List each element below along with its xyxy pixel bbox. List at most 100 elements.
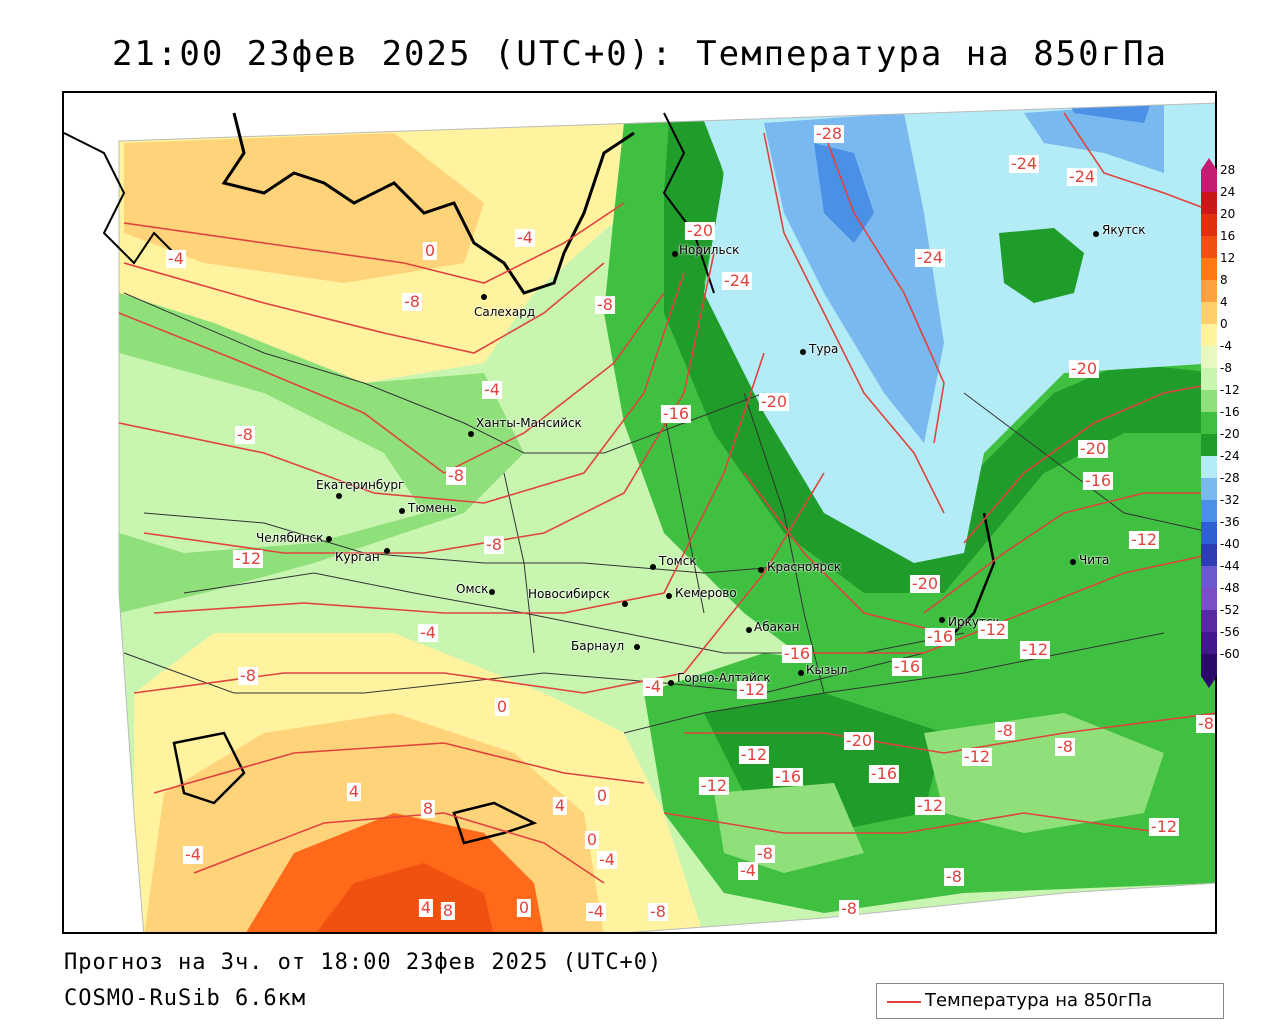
legend: Температура на 850гПа: [876, 983, 1224, 1019]
isoline-label: 8: [420, 799, 436, 818]
scale-tick-label: -16: [1220, 405, 1240, 419]
isoline-label: 4: [552, 796, 568, 815]
isoline-label: -16: [1082, 471, 1114, 490]
isoline-label: -4: [418, 623, 438, 642]
scale-swatch: [1201, 610, 1217, 633]
scale-swatch: [1201, 258, 1217, 281]
scale-swatch: [1201, 324, 1217, 347]
scale-tick-label: -32: [1220, 493, 1240, 507]
city-label-novosibirsk: Новосибирск: [528, 587, 610, 601]
scale-tick-label: 20: [1220, 207, 1236, 221]
scale-swatch: [1201, 478, 1217, 501]
isoline-label: -16: [781, 644, 813, 663]
scale-tick-label: -44: [1220, 559, 1240, 573]
city-dot: [672, 251, 678, 257]
isoline-label: -8: [484, 535, 504, 554]
temperature-map: Норильск Якутск Салехард Тура Ханты-Манс…: [62, 91, 1217, 934]
legend-label: Температура на 850гПа: [925, 990, 1153, 1011]
city-label-abakan: Абакан: [754, 620, 800, 634]
city-label-barnaul: Барнаул: [571, 639, 625, 653]
city-dot: [481, 294, 487, 300]
scale-swatch: [1201, 302, 1217, 325]
scale-tick-label: 24: [1220, 185, 1236, 199]
isoline-label: -4: [166, 249, 186, 268]
city-dot: [800, 349, 806, 355]
scale-swatch: [1201, 632, 1217, 655]
city-label-tyumen: Тюмень: [408, 501, 457, 515]
isoline-label: -8: [755, 844, 775, 863]
isoline-label: -16: [924, 627, 956, 646]
scale-tick-label: -24: [1220, 449, 1240, 463]
city-dot: [326, 536, 332, 542]
city-dot: [650, 564, 656, 570]
isoline-label: -8: [235, 425, 255, 444]
scale-swatch: [1201, 170, 1217, 193]
city-dot: [622, 601, 628, 607]
isoline-label: -24: [721, 271, 753, 290]
scale-swatch: [1201, 214, 1217, 237]
isoline-label: 4: [346, 782, 362, 801]
city-label-chita: Чита: [1079, 553, 1110, 567]
isoline-label: -8: [238, 666, 258, 685]
isoline-label: -20: [909, 574, 941, 593]
isoline-label: -8: [595, 295, 615, 314]
city-label-yakutsk: Якутск: [1102, 223, 1146, 237]
city-dot: [468, 431, 474, 437]
isoline-label: 0: [494, 697, 510, 716]
city-label-norilsk: Норильск: [679, 243, 740, 257]
scale-swatch: [1201, 544, 1217, 567]
isoline-label: -12: [1148, 817, 1180, 836]
scale-top-arrow: [1201, 158, 1217, 170]
city-dot: [1093, 231, 1099, 237]
city-label-krasnoyarsk: Красноярск: [767, 560, 841, 574]
city-label-kemerovo: Кемерово: [675, 586, 737, 600]
scale-swatch: [1201, 566, 1217, 589]
scale-swatch: [1201, 390, 1217, 413]
scale-tick-label: 28: [1220, 163, 1236, 177]
city-dot: [399, 508, 405, 514]
city-label-ekaterinburg: Екатеринбург: [316, 478, 405, 492]
isoline-label: -20: [843, 731, 875, 750]
city-dot: [798, 670, 804, 676]
city-label-kurgan: Курган: [335, 550, 380, 564]
scale-tick-label: -28: [1220, 471, 1240, 485]
scale-tick-label: -8: [1220, 361, 1232, 375]
isoline-label: -20: [1068, 359, 1100, 378]
isoline-label: -12: [1128, 530, 1160, 549]
isoline-label: 0: [516, 898, 532, 917]
chart-title: 21:00 23фев 2025 (UTC+0): Температура на…: [111, 34, 1169, 74]
scale-tick-label: -4: [1220, 339, 1232, 353]
city-label-omsk: Омск: [456, 582, 489, 596]
city-label-tura: Тура: [809, 342, 839, 356]
scale-swatch: [1201, 368, 1217, 391]
city-dot: [1070, 559, 1076, 565]
isoline-label: -12: [736, 680, 768, 699]
scale-swatch: [1201, 236, 1217, 259]
scale-swatch: [1201, 192, 1217, 215]
isoline-label: -28: [813, 124, 845, 143]
legend-line-swatch: [887, 1001, 921, 1003]
isoline-label: -4: [643, 677, 663, 696]
isoline-label: -8: [995, 721, 1015, 740]
isoline-label: 0: [584, 830, 600, 849]
forecast-info: Прогноз на 3ч. от 18:00 23фев 2025 (UTC+…: [64, 950, 663, 975]
scale-bottom-arrow: [1201, 676, 1217, 688]
isoline-label: -4: [482, 380, 502, 399]
scale-tick-label: 4: [1220, 295, 1228, 309]
isoline-label: -8: [944, 867, 964, 886]
isoline-label: 8: [440, 901, 456, 920]
city-label-tomsk: Томск: [659, 554, 697, 568]
city-label-kyzyl: Кызыл: [806, 663, 848, 677]
city-dot: [939, 617, 945, 623]
isoline-label: -8: [1055, 737, 1075, 756]
isoline-label: -8: [839, 899, 859, 918]
scale-swatch: [1201, 434, 1217, 457]
isoline-label: -24: [914, 248, 946, 267]
isoline-label: -4: [586, 902, 606, 921]
city-dot: [666, 593, 672, 599]
scale-tick-label: -56: [1220, 625, 1240, 639]
city-label-salekhard: Салехард: [474, 305, 536, 319]
scale-swatch: [1201, 412, 1217, 435]
scale-swatch: [1201, 500, 1217, 523]
map-fill-layer: [64, 93, 1215, 932]
